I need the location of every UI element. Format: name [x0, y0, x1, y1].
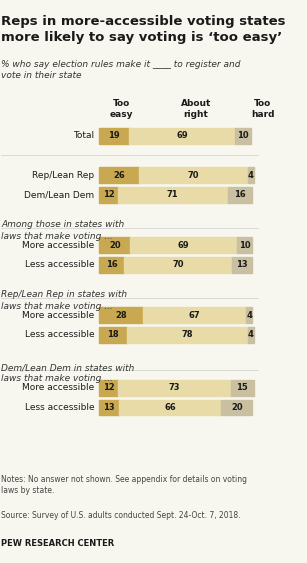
- Text: About
right: About right: [181, 100, 211, 119]
- Bar: [99, 187, 118, 203]
- Text: Rep/Lean Rep: Rep/Lean Rep: [32, 171, 94, 180]
- Text: 69: 69: [176, 131, 188, 140]
- Text: Total: Total: [73, 131, 94, 140]
- Bar: [227, 187, 252, 203]
- Text: 78: 78: [182, 330, 193, 339]
- Text: 70: 70: [188, 171, 199, 180]
- Bar: [99, 237, 130, 253]
- Text: 15: 15: [236, 383, 248, 392]
- Text: Less accessible: Less accessible: [25, 403, 94, 412]
- Text: Less accessible: Less accessible: [25, 260, 94, 269]
- Text: 20: 20: [109, 240, 121, 249]
- Text: 70: 70: [173, 260, 184, 269]
- Bar: [127, 327, 248, 342]
- Text: Too
easy: Too easy: [109, 100, 133, 119]
- Text: 73: 73: [169, 383, 180, 392]
- Text: % who say election rules make it ____ to register and
vote in their state: % who say election rules make it ____ to…: [2, 60, 241, 81]
- Text: Notes: No answer not shown. See appendix for details on voting
laws by state.: Notes: No answer not shown. See appendix…: [2, 475, 247, 495]
- Bar: [118, 380, 231, 396]
- Bar: [221, 400, 252, 415]
- Bar: [248, 327, 254, 342]
- Text: Among those in states with
laws that make voting ...: Among those in states with laws that mak…: [2, 221, 125, 240]
- Bar: [248, 167, 254, 183]
- Text: 10: 10: [237, 131, 249, 140]
- Text: 13: 13: [236, 260, 248, 269]
- Text: More accessible: More accessible: [22, 240, 94, 249]
- Text: 66: 66: [165, 403, 176, 412]
- Bar: [231, 380, 254, 396]
- Bar: [246, 307, 252, 323]
- Bar: [99, 400, 119, 415]
- Text: 19: 19: [108, 131, 120, 140]
- Text: 16: 16: [106, 260, 118, 269]
- Bar: [99, 128, 129, 144]
- Text: 28: 28: [115, 311, 127, 320]
- Bar: [124, 257, 232, 272]
- Text: More accessible: More accessible: [22, 383, 94, 392]
- Text: 67: 67: [188, 311, 200, 320]
- Bar: [99, 380, 118, 396]
- Text: Rep/Lean Rep in states with
laws that make voting ...: Rep/Lean Rep in states with laws that ma…: [2, 291, 127, 311]
- Bar: [99, 167, 139, 183]
- Bar: [130, 237, 237, 253]
- Text: PEW RESEARCH CENTER: PEW RESEARCH CENTER: [2, 539, 115, 548]
- Bar: [119, 400, 221, 415]
- Text: Dem/Lean Dem: Dem/Lean Dem: [24, 190, 94, 199]
- Bar: [139, 167, 248, 183]
- Text: 20: 20: [231, 403, 243, 412]
- Text: Too
hard: Too hard: [251, 100, 275, 119]
- Text: 69: 69: [178, 240, 189, 249]
- Text: 26: 26: [114, 171, 125, 180]
- Bar: [232, 257, 252, 272]
- Bar: [99, 327, 127, 342]
- Text: 16: 16: [234, 190, 246, 199]
- Text: 12: 12: [103, 383, 115, 392]
- Text: Dem/Lean Dem in states with
laws that make voting ...: Dem/Lean Dem in states with laws that ma…: [2, 363, 135, 383]
- Text: 4: 4: [248, 171, 254, 180]
- Text: Reps in more-accessible voting states
more likely to say voting is ‘too easy’: Reps in more-accessible voting states mo…: [2, 15, 286, 44]
- Bar: [99, 307, 142, 323]
- Text: Less accessible: Less accessible: [25, 330, 94, 339]
- Text: 13: 13: [103, 403, 115, 412]
- Bar: [129, 128, 235, 144]
- Text: More accessible: More accessible: [22, 311, 94, 320]
- Text: 4: 4: [246, 311, 252, 320]
- Text: 71: 71: [167, 190, 179, 199]
- Text: 10: 10: [239, 240, 251, 249]
- Bar: [237, 237, 252, 253]
- Bar: [142, 307, 246, 323]
- Text: 4: 4: [248, 330, 254, 339]
- Text: 12: 12: [103, 190, 115, 199]
- Text: 18: 18: [107, 330, 119, 339]
- Bar: [235, 128, 251, 144]
- Bar: [99, 257, 124, 272]
- Bar: [118, 187, 227, 203]
- Text: Source: Survey of U.S. adults conducted Sept. 24-Oct. 7, 2018.: Source: Survey of U.S. adults conducted …: [2, 511, 241, 520]
